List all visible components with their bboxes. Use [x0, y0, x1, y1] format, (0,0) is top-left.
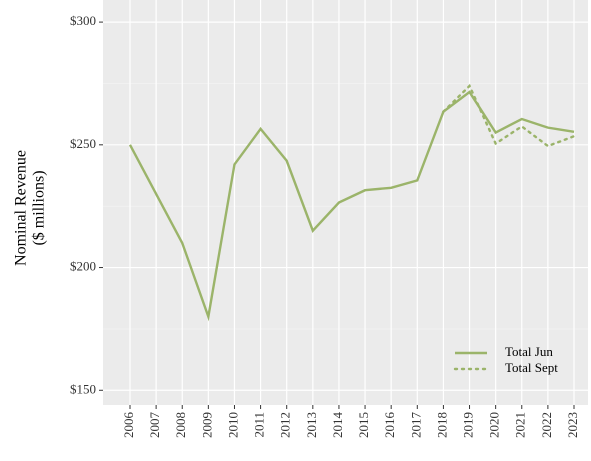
- x-tick-label: 2014: [330, 412, 345, 439]
- x-tick-label: 2023: [565, 412, 580, 438]
- y-tick-label: $200: [70, 259, 96, 274]
- series-line: [442, 83, 576, 148]
- plot-panel: [103, 0, 588, 405]
- x-tick-label: 2021: [513, 412, 528, 438]
- x-tick-label: 2010: [225, 412, 240, 438]
- legend-label: Total Jun: [505, 344, 553, 359]
- series-line: [128, 90, 575, 322]
- x-tick-label: 2019: [461, 412, 476, 438]
- x-tick-label: 2020: [487, 412, 502, 438]
- x-tick-label: 2012: [278, 412, 293, 438]
- legend-label: Total Sept: [505, 360, 558, 375]
- x-tick-label: 2009: [199, 412, 214, 438]
- y-axis-title: ($ millions): [31, 170, 48, 245]
- x-tick-label: 2013: [304, 412, 319, 438]
- x-tick-label: 2022: [539, 412, 554, 438]
- x-tick-label: 2018: [434, 412, 449, 438]
- x-tick-label: 2007: [147, 412, 162, 439]
- x-tick-label: 2016: [382, 412, 397, 439]
- x-tick-label: 2015: [356, 412, 371, 438]
- x-tick-label: 2017: [408, 412, 423, 439]
- y-axis-title: Nominal Revenue: [13, 150, 30, 266]
- y-tick-label: $250: [70, 136, 96, 151]
- lines: [128, 83, 576, 322]
- y-tick-label: $300: [70, 13, 96, 28]
- y-tick-label: $150: [70, 381, 96, 396]
- x-tick-label: 2006: [121, 412, 136, 439]
- x-tick-label: 2011: [252, 412, 267, 438]
- grid: [103, 0, 588, 405]
- x-tick-label: 2008: [173, 412, 188, 438]
